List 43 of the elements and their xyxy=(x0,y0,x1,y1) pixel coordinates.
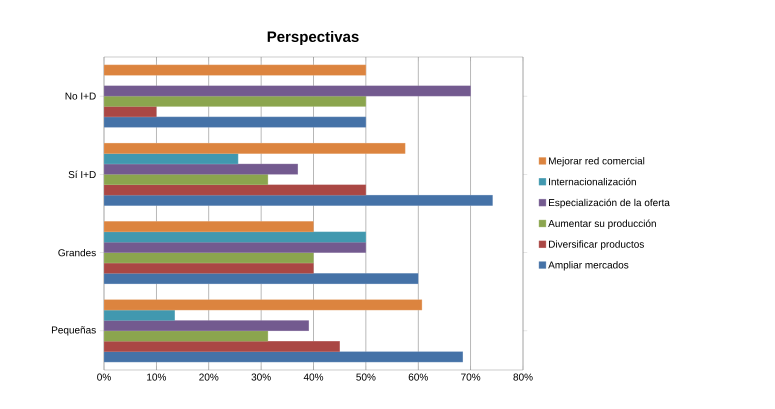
legend-label: Diversificar productos xyxy=(548,240,644,250)
bar xyxy=(104,174,268,185)
bar xyxy=(104,116,366,128)
x-tick-label: 10% xyxy=(147,374,166,381)
x-tick-label: 60% xyxy=(408,374,428,381)
bar xyxy=(104,86,471,96)
x-tick-label: 30% xyxy=(251,374,271,381)
y-tick-label: Pequeñas xyxy=(52,326,96,336)
bar xyxy=(104,299,422,310)
legend-label: Mejorar red comercial xyxy=(548,157,644,166)
bar xyxy=(104,221,314,232)
bar xyxy=(104,320,309,332)
y-tick-label: Sí I+D xyxy=(68,170,96,178)
chart-title: Perspectivas xyxy=(268,31,359,45)
bar xyxy=(104,310,175,321)
bar xyxy=(104,252,314,264)
bar xyxy=(104,262,314,274)
legend-label: Internacionalización xyxy=(549,178,636,186)
x-tick-label: 50% xyxy=(356,374,376,381)
x-tick-label: 40% xyxy=(304,374,324,381)
y-tick-label: Grandes xyxy=(58,248,96,256)
bar xyxy=(104,64,366,76)
bar xyxy=(104,164,298,175)
bar xyxy=(104,153,238,164)
bar xyxy=(104,351,463,362)
bar xyxy=(104,341,340,352)
x-tick-label: 80% xyxy=(513,374,533,381)
bar xyxy=(104,232,366,242)
legend-label: Ampliar mercados xyxy=(548,261,628,270)
bar xyxy=(104,273,418,284)
bar xyxy=(104,330,268,342)
x-tick-label: 70% xyxy=(461,374,480,381)
bar xyxy=(104,106,157,118)
x-tick-label: 0% xyxy=(97,374,111,381)
bar xyxy=(104,194,493,206)
bar xyxy=(104,142,406,154)
bar xyxy=(104,184,366,196)
bar xyxy=(104,242,366,253)
legend-label: Especialización de la oferta xyxy=(548,198,670,208)
legend-label: Aumentar su producción xyxy=(548,220,656,229)
y-tick-label: No I+D xyxy=(66,92,96,100)
bar xyxy=(104,96,366,107)
x-tick-label: 20% xyxy=(199,374,218,381)
